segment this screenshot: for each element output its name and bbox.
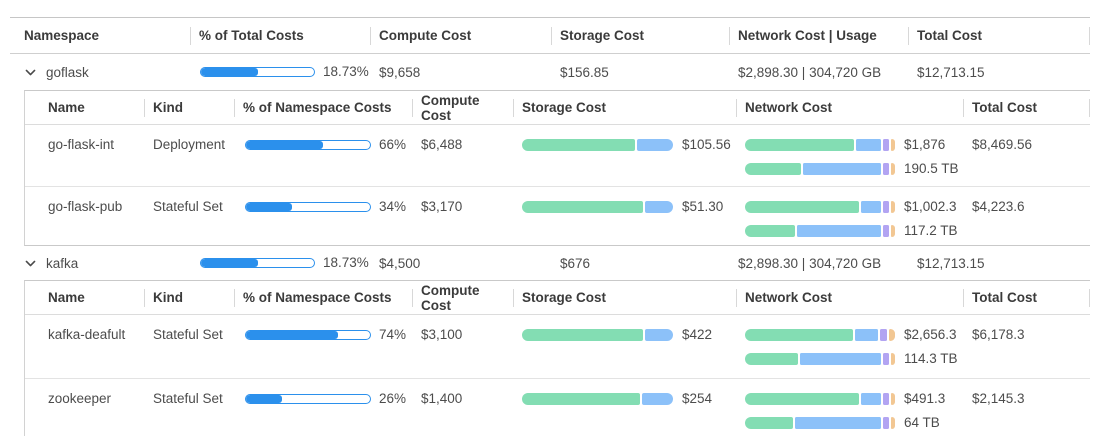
namespace-name: goflask (46, 64, 89, 80)
network-cost-bar (745, 139, 895, 151)
pct-namespace-costs-bar (245, 202, 371, 212)
storage-cost-bar (522, 329, 673, 341)
workload-row-go-flask-pub[interactable]: go-flask-pub Stateful Set 34% $3,170 (25, 187, 1090, 245)
workload-name: go-flask-pub (48, 199, 123, 214)
workload-row-kafka-deafult[interactable]: kafka-deafult Stateful Set 74% $3,100 (25, 315, 1090, 379)
pct-namespace-costs-value: 26% (379, 391, 407, 406)
column-header-total-cost: Total Cost (908, 18, 1090, 53)
pct-namespace-costs-value: 66% (379, 137, 407, 152)
column-header-network-cost: Network Cost (736, 91, 963, 124)
network-usage-value: 117.2 TB (904, 223, 958, 238)
workload-name: zookeeper (48, 391, 112, 406)
column-header-storage-cost: Storage Cost (551, 18, 729, 53)
namespace-cost-table: Namespace % of Total Costs Compute Cost … (10, 17, 1090, 436)
workload-name: go-flask-int (48, 137, 115, 152)
pct-total-costs-value: 18.73% (323, 255, 369, 270)
total-cost-value: $2,145.3 (972, 391, 1025, 406)
column-header-storage-cost: Storage Cost (513, 91, 736, 124)
storage-cost-value: $676 (560, 255, 591, 271)
column-header-network-cost-usage: Network Cost | Usage (729, 18, 908, 53)
column-header-network-cost: Network Cost (736, 281, 963, 314)
pct-total-costs-bar (200, 258, 315, 268)
column-header-total-cost: Total Cost (963, 91, 1090, 124)
column-header-namespace: Namespace (24, 28, 100, 43)
workload-name: kafka-deafult (48, 327, 126, 342)
workload-table-kafka: Name Kind % of Namespace Costs Compute C… (24, 280, 1090, 436)
network-cost-usage-value: $2,898.30 | 304,720 GB (738, 64, 882, 80)
storage-cost-bar (522, 393, 673, 405)
workload-kind: Stateful Set (153, 199, 223, 214)
network-cost-bar (745, 201, 895, 213)
total-cost-value: $8,469.56 (972, 137, 1033, 152)
network-usage-value: 64 TB (904, 415, 940, 430)
network-cost-usage-value: $2,898.30 | 304,720 GB (738, 255, 882, 271)
total-cost-value: $12,713.15 (917, 255, 985, 271)
network-cost-bar (745, 393, 895, 405)
pct-namespace-costs-bar (245, 394, 371, 404)
compute-cost-value: $9,658 (379, 64, 421, 80)
total-cost-value: $6,178.3 (972, 327, 1025, 342)
main-table-header: Namespace % of Total Costs Compute Cost … (10, 18, 1090, 54)
storage-cost-value: $156.85 (560, 64, 609, 80)
column-header-name: Name (48, 290, 85, 305)
storage-cost-bar (522, 139, 673, 151)
pct-total-costs-bar (200, 67, 315, 77)
compute-cost-value: $3,170 (421, 199, 463, 214)
column-header-compute-cost: Compute Cost (412, 281, 513, 314)
pct-namespace-costs-value: 34% (379, 199, 407, 214)
storage-cost-bar (522, 201, 673, 213)
column-header-kind: Kind (144, 91, 234, 124)
network-usage-value: 190.5 TB (904, 161, 959, 176)
workload-kind: Stateful Set (153, 391, 223, 406)
network-cost-value: $491.3 (904, 391, 946, 406)
network-usage-bar (745, 225, 895, 237)
workload-table-header: Name Kind % of Namespace Costs Compute C… (25, 281, 1090, 315)
workload-row-go-flask-int[interactable]: go-flask-int Deployment 66% $6,488 (25, 125, 1090, 187)
storage-cost-value: $422 (682, 327, 713, 342)
total-cost-value: $12,713.15 (917, 64, 985, 80)
column-header-pct-namespace-costs: % of Namespace Costs (234, 281, 412, 314)
column-header-pct-namespace-costs: % of Namespace Costs (234, 91, 412, 124)
pct-total-costs-value: 18.73% (323, 64, 369, 79)
column-header-name: Name (48, 100, 85, 115)
compute-cost-value: $6,488 (421, 137, 463, 152)
pct-namespace-costs-bar (245, 140, 371, 150)
network-usage-bar (745, 417, 895, 429)
namespace-row-kafka[interactable]: kafka 18.73% $4,500 $676 $2,898.30 | 304… (10, 246, 1090, 280)
storage-cost-value: $105.56 (682, 137, 731, 152)
pct-namespace-costs-value: 74% (379, 327, 407, 342)
namespace-name: kafka (46, 255, 79, 271)
namespace-row-goflask[interactable]: goflask 18.73% $9,658 $156.85 $2,898.30 … (10, 54, 1090, 90)
total-cost-value: $4,223.6 (972, 199, 1025, 214)
workload-kind: Stateful Set (153, 327, 223, 342)
workload-table-goflask: Name Kind % of Namespace Costs Compute C… (24, 90, 1090, 246)
compute-cost-value: $3,100 (421, 327, 463, 342)
column-header-total-cost: Total Cost (963, 281, 1090, 314)
chevron-down-icon[interactable] (24, 66, 37, 79)
network-cost-bar (745, 329, 896, 341)
column-header-compute-cost: Compute Cost (370, 18, 551, 53)
compute-cost-value: $1,400 (421, 391, 463, 406)
workload-table-header: Name Kind % of Namespace Costs Compute C… (25, 91, 1090, 125)
network-cost-value: $1,876 (904, 137, 946, 152)
chevron-down-icon[interactable] (24, 257, 37, 270)
workload-row-zookeeper[interactable]: zookeeper Stateful Set 26% $1,400 (25, 379, 1090, 436)
column-header-kind: Kind (144, 281, 234, 314)
pct-namespace-costs-bar (245, 330, 371, 340)
workload-kind: Deployment (153, 137, 226, 152)
storage-cost-value: $254 (682, 391, 713, 406)
storage-cost-value: $51.30 (682, 199, 724, 214)
network-usage-value: 114.3 TB (904, 351, 958, 366)
network-usage-bar (745, 163, 895, 175)
network-cost-value: $2,656.3 (904, 327, 957, 342)
column-header-pct-total-costs: % of Total Costs (190, 18, 370, 53)
network-usage-bar (745, 353, 895, 365)
column-header-compute-cost: Compute Cost (412, 91, 513, 124)
column-header-storage-cost: Storage Cost (513, 281, 736, 314)
network-cost-value: $1,002.3 (904, 199, 957, 214)
compute-cost-value: $4,500 (379, 255, 421, 271)
